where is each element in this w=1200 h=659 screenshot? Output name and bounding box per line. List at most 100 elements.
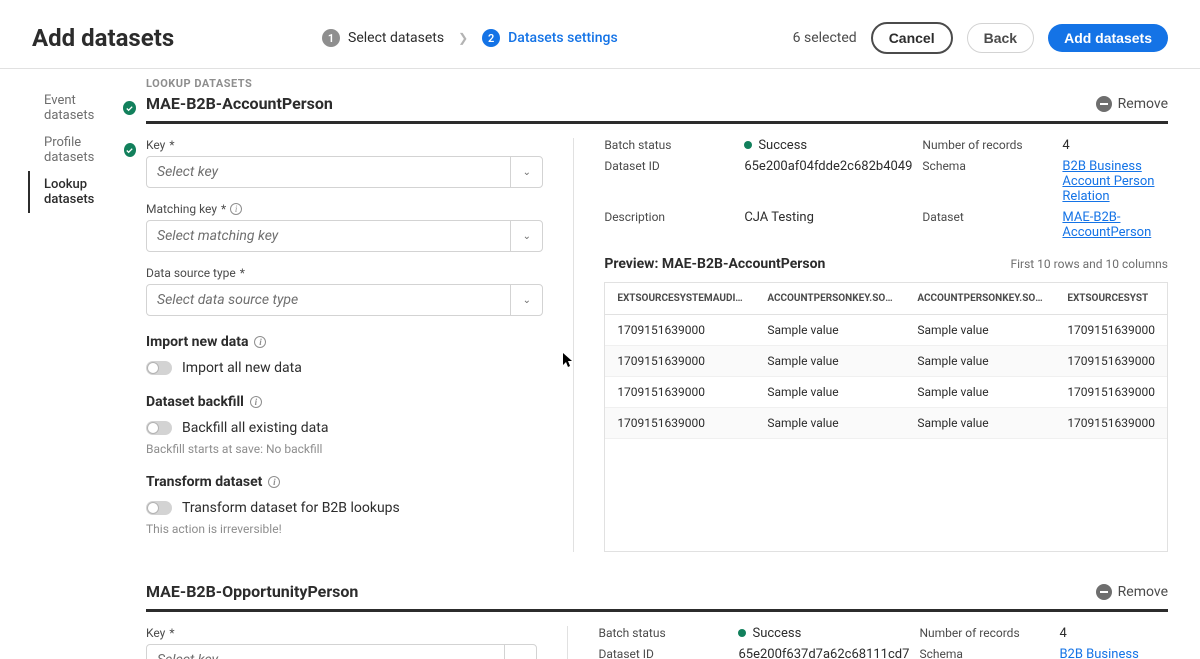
table-header: ACCOUNTPERSONKEY.SOURC... (905, 283, 1055, 315)
preview-meta: First 10 rows and 10 columns (1010, 257, 1168, 271)
status-dot-icon (738, 629, 746, 637)
chevron-right-icon: ❯ (458, 31, 468, 45)
data-source-type-label: Data source type (146, 266, 236, 280)
transform-hint: This action is irreversible! (146, 522, 543, 536)
data-source-type-select[interactable]: Select data source type ⌄ (146, 284, 543, 316)
page-header: Add datasets 1 Select datasets ❯ 2 Datas… (0, 0, 1200, 69)
table-cell: 1709151639000 (605, 315, 755, 346)
chevron-down-icon: ⌄ (504, 645, 536, 659)
table-cell: Sample value (755, 408, 905, 439)
info-icon[interactable]: i (250, 396, 262, 408)
status-dot-icon (744, 141, 752, 149)
table-cell: Sample value (755, 315, 905, 346)
sidebar-item-profile-datasets[interactable]: Profile datasets (28, 129, 146, 171)
check-icon (123, 101, 136, 115)
key-label: Key (146, 626, 165, 640)
table-cell: 1709151639000 (1055, 408, 1167, 439)
select-placeholder: Select key (147, 157, 510, 187)
check-icon (124, 143, 136, 157)
dataset-id-label: Dataset ID (604, 159, 734, 204)
info-icon[interactable]: i (254, 336, 266, 348)
table-row[interactable]: 1709151639000Sample valueSample value170… (605, 315, 1167, 346)
key-label: Key (146, 138, 165, 152)
table-cell: Sample value (905, 408, 1055, 439)
main-content: LOOKUP DATASETS MAE-B2B-AccountPerson Re… (146, 69, 1200, 659)
key-select[interactable]: Select key ⌄ (146, 156, 543, 188)
table-cell: Sample value (905, 346, 1055, 377)
info-icon[interactable]: i (268, 476, 280, 488)
dataset-link[interactable]: MAE-B2B-AccountPerson (1062, 210, 1151, 240)
import-toggle[interactable] (146, 361, 172, 375)
remove-label: Remove (1118, 584, 1168, 600)
remove-button[interactable]: Remove (1096, 96, 1168, 112)
dataset-info-right: Batch status Success Number of records 4… (574, 138, 1168, 552)
backfill-title: Dataset backfill (146, 394, 244, 410)
back-button[interactable]: Back (967, 23, 1034, 53)
sidebar-item-label: Profile datasets (44, 135, 124, 165)
table-row[interactable]: 1709151639000Sample valueSample value170… (605, 408, 1167, 439)
matching-key-select[interactable]: Select matching key ⌄ (146, 220, 543, 252)
table-cell: Sample value (905, 315, 1055, 346)
table-row[interactable]: 1709151639000Sample valueSample value170… (605, 377, 1167, 408)
table-cell: Sample value (755, 346, 905, 377)
schema-link[interactable]: B2B Business Opportunity Person Relation (1059, 647, 1150, 659)
chevron-down-icon: ⌄ (510, 157, 542, 187)
transform-toggle-label: Transform dataset for B2B lookups (182, 500, 400, 516)
step-1-number: 1 (322, 29, 340, 47)
table-cell: 1709151639000 (1055, 315, 1167, 346)
dataset-info-right: Batch status Success Number of records 4… (568, 626, 1168, 659)
backfill-toggle[interactable] (146, 421, 172, 435)
step-2-number: 2 (482, 29, 500, 47)
table-cell: 1709151639000 (605, 377, 755, 408)
dataset-block: MAE-B2B-OpportunityPerson Remove Key * S… (146, 578, 1168, 659)
selected-count: 6 selected (793, 30, 857, 46)
chevron-down-icon: ⌄ (510, 221, 542, 251)
matching-key-label: Matching key (146, 202, 217, 216)
batch-status-label: Batch status (598, 626, 728, 641)
sidebar-item-lookup-datasets[interactable]: Lookup datasets (28, 171, 146, 213)
select-placeholder: Select key (147, 645, 504, 659)
batch-status-value: Success (744, 138, 912, 153)
schema-link[interactable]: B2B Business Account Person Relation (1062, 159, 1154, 204)
transform-title: Transform dataset (146, 474, 262, 490)
transform-toggle[interactable] (146, 501, 172, 515)
chevron-down-icon: ⌄ (510, 285, 542, 315)
schema-label: Schema (922, 159, 1052, 204)
info-icon[interactable]: i (230, 203, 242, 215)
preview-table[interactable]: EXTSOURCESYSTEMAUDIT.L...ACCOUNTPERSONKE… (604, 282, 1168, 552)
sidebar-item-event-datasets[interactable]: Event datasets (28, 87, 146, 129)
step-1[interactable]: 1 Select datasets (322, 29, 444, 47)
num-records-label: Number of records (922, 138, 1052, 153)
minus-icon (1096, 584, 1112, 600)
dataset-link-label: Dataset (922, 210, 1052, 240)
sidebar-item-label: Event datasets (44, 93, 123, 123)
header-actions: 6 selected Cancel Back Add datasets (793, 22, 1168, 54)
table-header: EXTSOURCESYSTEMAUDIT.L... (605, 283, 755, 315)
dataset-id-value: 65e200af04fdde2c682b4049 (744, 159, 912, 204)
description-value: CJA Testing (744, 210, 912, 240)
dataset-settings-left: Key * Select key ⌄ Matching key * i Sele… (146, 626, 568, 659)
cancel-button[interactable]: Cancel (871, 22, 953, 54)
page-title: Add datasets (32, 24, 322, 52)
preview-title: Preview: MAE-B2B-AccountPerson (604, 256, 825, 272)
import-title: Import new data (146, 334, 248, 350)
schema-label: Schema (919, 647, 1049, 659)
dataset-id-value: 65e200f637d7a62c68111cd7 (738, 647, 909, 659)
step-2[interactable]: 2 Datasets settings (482, 29, 617, 47)
select-placeholder: Select matching key (147, 221, 510, 251)
remove-label: Remove (1118, 96, 1168, 112)
table-header: ACCOUNTPERSONKEY.SOURC... (755, 283, 905, 315)
minus-icon (1096, 96, 1112, 112)
key-select[interactable]: Select key ⌄ (146, 644, 537, 659)
table-cell: Sample value (905, 377, 1055, 408)
num-records-label: Number of records (919, 626, 1049, 641)
dataset-title: MAE-B2B-OpportunityPerson (146, 582, 358, 601)
sidebar: Event datasets Profile datasets Lookup d… (0, 69, 146, 659)
add-datasets-button[interactable]: Add datasets (1048, 24, 1168, 52)
dataset-title: MAE-B2B-AccountPerson (146, 94, 333, 113)
remove-button[interactable]: Remove (1096, 584, 1168, 600)
table-row[interactable]: 1709151639000Sample valueSample value170… (605, 346, 1167, 377)
stepper: 1 Select datasets ❯ 2 Datasets settings (322, 29, 793, 47)
sidebar-item-label: Lookup datasets (44, 177, 136, 207)
backfill-hint: Backfill starts at save: No backfill (146, 442, 543, 456)
